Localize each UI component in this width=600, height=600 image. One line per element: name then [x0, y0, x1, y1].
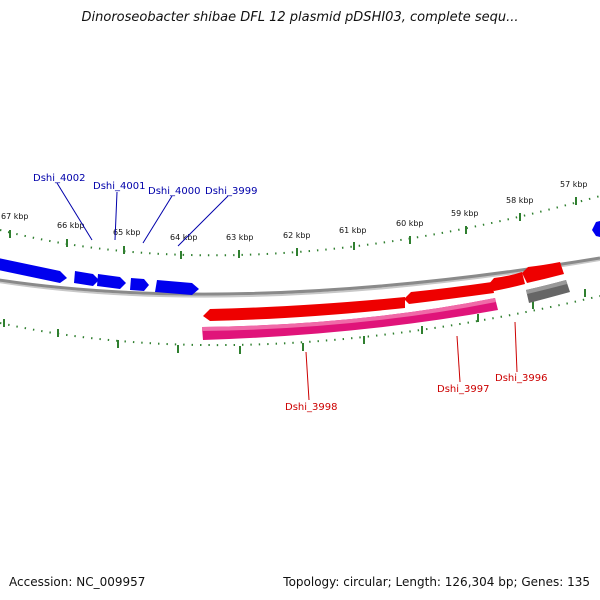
label-dshi-3997[interactable]: Dshi_3997: [437, 384, 489, 395]
major-ticks: [3, 197, 586, 354]
reverse-strand-genes: [203, 262, 564, 321]
kbp-label: 58 kbp: [506, 196, 534, 205]
leader-dshi-3996: [514, 321, 518, 373]
gene-red-2[interactable]: [404, 282, 494, 304]
map-title: Dinoroseobacter shibae DFL 12 plasmid pD…: [81, 10, 519, 25]
label-dshi-4001[interactable]: Dshi_4001: [93, 181, 145, 192]
backbone-shadow: [0, 259, 600, 298]
leader-dshi-3997: [456, 335, 461, 383]
kbp-label: 60 kbp: [396, 219, 424, 228]
label-dshi-3999[interactable]: Dshi_3999: [205, 186, 257, 197]
gene-red-3[interactable]: [488, 272, 525, 291]
label-dshi-4000[interactable]: Dshi_4000: [148, 186, 200, 197]
gene-forward-0[interactable]: [0, 258, 67, 283]
kbp-label: 64 kbp: [170, 233, 198, 242]
gene-dshi-4001[interactable]: [97, 274, 126, 289]
leader-dshi-4001: [114, 191, 118, 241]
kbp-label: 63 kbp: [226, 233, 254, 242]
kbp-labels: 57 kbp 58 kbp 59 kbp 60 kbp 61 kbp 62 kbp 63 k…: [1, 180, 588, 242]
kbp-label: 67 kbp: [1, 212, 29, 221]
gene-dshi-4000[interactable]: [130, 278, 149, 291]
kbp-label: 62 kbp: [283, 231, 311, 240]
leader-dshi-3998: [305, 351, 310, 401]
gene-dshi-3998-large[interactable]: [203, 297, 405, 321]
kbp-label: 61 kbp: [339, 226, 367, 235]
label-dshi-3996[interactable]: Dshi_3996: [495, 373, 547, 384]
gene-labels: Dshi_4002 Dshi_4001 Dshi_4000 Dshi_3999 …: [33, 173, 547, 413]
backbone-circle: [0, 256, 600, 296]
kbp-label: 66 kbp: [57, 221, 85, 230]
gene-dshi-3997-rna-highlight: [202, 298, 496, 331]
topology-summary-text: Topology: circular; Length: 126,304 bp; …: [283, 575, 590, 589]
leader-dshi-4002: [56, 182, 93, 241]
gene-red-4[interactable]: [522, 262, 564, 283]
accession-text: Accession: NC_009957: [9, 575, 146, 589]
gene-dshi-3997-rna[interactable]: [202, 298, 498, 340]
leader-dshi-4000: [142, 195, 173, 244]
inner-tick-track: [0, 295, 600, 347]
gene-forward-far-right[interactable]: [592, 221, 600, 237]
label-dshi-4002[interactable]: Dshi_4002: [33, 173, 85, 184]
label-leaders: [56, 182, 518, 401]
label-dshi-3998[interactable]: Dshi_3998: [285, 402, 337, 413]
kbp-label: 65 kbp: [113, 228, 141, 237]
kbp-label: 57 kbp: [560, 180, 588, 189]
gene-dshi-3999[interactable]: [155, 280, 199, 295]
leader-dshi-3999: [177, 195, 229, 247]
kbp-label: 59 kbp: [451, 209, 479, 218]
feature-dshi-3996-highlight: [526, 280, 567, 294]
forward-strand-genes: [0, 221, 600, 295]
gene-dshi-4002[interactable]: [74, 271, 99, 286]
